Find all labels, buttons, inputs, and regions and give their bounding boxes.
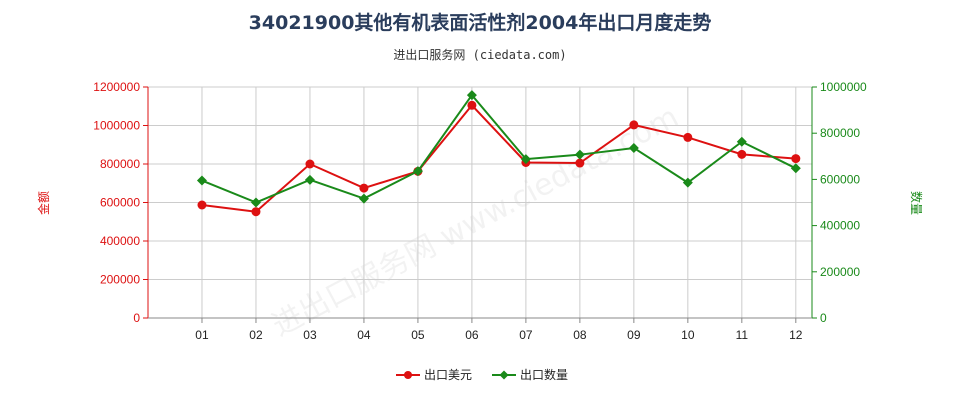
x-tick-label: 10 — [681, 328, 695, 342]
data-point — [520, 154, 531, 165]
x-tick-label: 08 — [573, 328, 587, 342]
left-tick-label: 1000000 — [93, 119, 140, 133]
chart-subtitle: 进出口服务网 (ciedata.com) — [393, 48, 567, 62]
data-point — [466, 90, 477, 101]
data-point — [629, 120, 639, 130]
x-tick-label: 05 — [411, 328, 425, 342]
data-point — [304, 174, 315, 185]
right-tick-label: 600000 — [820, 172, 860, 186]
data-point — [791, 154, 801, 164]
x-tick-label: 04 — [357, 328, 371, 342]
data-point — [683, 132, 693, 142]
left-tick-label: 800000 — [100, 157, 140, 171]
data-point — [250, 197, 261, 208]
data-point — [628, 142, 639, 153]
x-tick-label: 09 — [627, 328, 641, 342]
data-point — [574, 149, 585, 160]
watermark: 进出口服务网 www.ciedata.com — [267, 99, 685, 343]
data-point — [790, 163, 801, 174]
legend-label: 出口数量 — [520, 367, 568, 382]
right-tick-label: 1000000 — [820, 80, 867, 94]
legend-swatch-marker — [499, 370, 509, 380]
left-tick-label: 400000 — [100, 234, 140, 248]
data-point — [197, 200, 207, 210]
data-point — [359, 183, 369, 193]
chart-title: 34021900其他有机表面活性剂2004年出口月度走势 — [248, 12, 712, 34]
right-tick-label: 200000 — [820, 265, 860, 279]
data-point — [251, 207, 261, 217]
data-point — [305, 159, 315, 169]
x-tick-label: 12 — [789, 328, 803, 342]
x-tick-label: 11 — [736, 328, 749, 342]
left-tick-label: 1200000 — [93, 80, 140, 94]
right-tick-label: 800000 — [820, 126, 860, 140]
legend-swatch-marker — [404, 371, 412, 379]
series-line — [201, 93, 797, 204]
data-point — [358, 193, 369, 204]
data-point — [467, 100, 477, 110]
left-tick-label: 600000 — [100, 196, 140, 210]
data-point — [737, 149, 747, 159]
legend-label: 出口美元 — [424, 368, 472, 382]
data-point — [412, 166, 423, 177]
right-axis-title: 数量 — [909, 191, 924, 215]
left-axis-title: 金额 — [36, 191, 51, 215]
x-tick-label: 07 — [519, 328, 533, 342]
series-line — [201, 103, 796, 213]
x-tick-label: 03 — [303, 328, 317, 342]
data-point — [575, 158, 585, 168]
data-point — [682, 177, 693, 188]
left-tick-label: 0 — [133, 311, 140, 325]
right-tick-label: 0 — [820, 311, 827, 325]
right-tick-label: 400000 — [820, 219, 860, 233]
data-point — [196, 175, 207, 186]
left-tick-label: 200000 — [100, 273, 140, 287]
x-tick-label: 06 — [465, 328, 479, 342]
data-point — [736, 136, 747, 147]
x-tick-label: 02 — [249, 328, 263, 342]
x-tick-label: 01 — [195, 328, 209, 342]
